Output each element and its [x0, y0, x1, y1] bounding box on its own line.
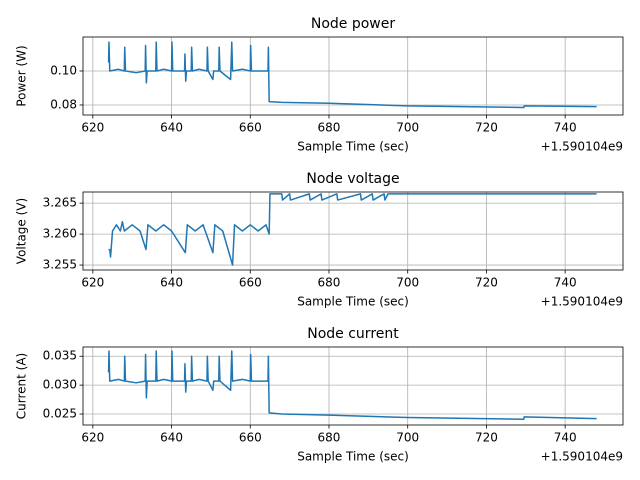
x-tick-label: 700 [396, 276, 419, 290]
x-offset-label: +1.590104e9 [541, 295, 623, 309]
chart-title: Node current [307, 326, 399, 342]
x-tick-label: 720 [475, 121, 498, 135]
x-tick-label: 620 [81, 431, 104, 445]
y-tick-label: 0.035 [43, 349, 77, 363]
y-tick-label: 3.265 [43, 196, 77, 210]
x-tick-label: 640 [160, 431, 183, 445]
axes-frame [82, 191, 624, 271]
x-tick-label: 660 [239, 431, 262, 445]
y-tick-label: 0.08 [50, 97, 77, 111]
x-tick-label: 640 [160, 121, 183, 135]
x-tick-label: 660 [239, 276, 262, 290]
y-tick-label: 0.10 [50, 63, 77, 77]
x-tick-label: 620 [81, 121, 104, 135]
y-axis-label: Power (W) [15, 45, 29, 106]
x-axis-label: Sample Time (sec) [297, 450, 409, 464]
axes-frame [82, 36, 624, 116]
y-tick-label: 0.025 [43, 407, 77, 421]
data-line [107, 41, 597, 109]
x-tick-label: 700 [396, 431, 419, 445]
x-tick-label: 740 [554, 276, 577, 290]
data-line [107, 350, 597, 420]
chart-title: Node power [311, 16, 396, 32]
x-tick-label: 620 [81, 276, 104, 290]
x-tick-label: 660 [239, 121, 262, 135]
y-tick-label: 3.255 [43, 258, 77, 272]
y-tick-label: 3.260 [43, 227, 77, 241]
x-tick-label: 640 [160, 276, 183, 290]
x-axis-label: Sample Time (sec) [297, 140, 409, 154]
x-offset-label: +1.590104e9 [541, 450, 623, 464]
chart-title: Node voltage [306, 171, 399, 187]
y-axis-label: Current (A) [15, 353, 29, 419]
x-tick-label: 680 [318, 431, 341, 445]
x-tick-label: 680 [318, 276, 341, 290]
x-tick-label: 680 [318, 121, 341, 135]
x-tick-label: 720 [475, 276, 498, 290]
x-tick-label: 720 [475, 431, 498, 445]
x-tick-label: 740 [554, 121, 577, 135]
x-axis-label: Sample Time (sec) [297, 295, 409, 309]
y-tick-label: 0.030 [43, 378, 77, 392]
x-offset-label: +1.590104e9 [541, 140, 623, 154]
axes-frame [82, 346, 624, 426]
x-tick-label: 700 [396, 121, 419, 135]
data-line [108, 193, 597, 266]
x-tick-label: 740 [554, 431, 577, 445]
y-axis-label: Voltage (V) [15, 198, 29, 264]
